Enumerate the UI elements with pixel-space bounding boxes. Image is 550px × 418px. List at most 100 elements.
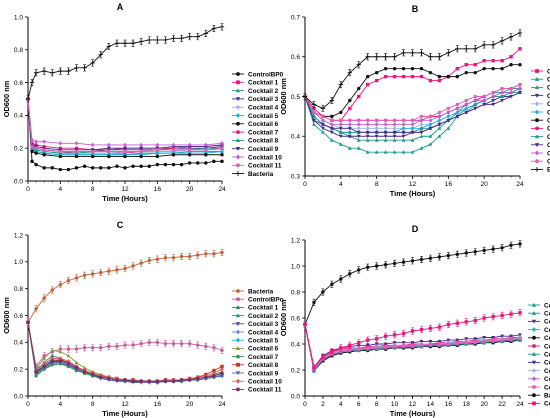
legend-marker	[532, 344, 536, 348]
panel-d: D0.00.20.40.60.81.01.20 2 4 6 8 10 12 14 16 18 20 2…	[279, 224, 550, 418]
data-point	[392, 150, 397, 154]
data-point	[356, 126, 361, 131]
legend-label: Cocktail 7	[248, 129, 279, 136]
data-point	[428, 339, 433, 344]
legend-entry: Cocktail 7	[232, 354, 279, 361]
series-line	[304, 32, 521, 109]
data-point	[374, 122, 379, 127]
data-point	[455, 106, 460, 111]
legend-marker	[236, 121, 240, 126]
series-line	[27, 98, 223, 151]
data-point	[42, 361, 47, 367]
legend-entry: Cocktail 4	[232, 105, 279, 112]
data-point	[195, 34, 200, 39]
legend-marker	[531, 376, 537, 382]
panel-title: B	[412, 4, 419, 14]
legend-label: Cocktail 5	[547, 109, 550, 116]
data-point	[220, 149, 224, 154]
data-point	[464, 98, 468, 103]
data-point	[29, 80, 35, 85]
data-point	[365, 130, 370, 135]
data-point	[42, 296, 46, 300]
x-tick-label: 24	[218, 186, 226, 193]
data-point	[347, 146, 352, 150]
data-point	[90, 272, 95, 276]
data-point	[347, 122, 352, 127]
legend-label: Cocktail 1	[547, 77, 550, 84]
data-point	[446, 106, 451, 111]
data-point	[401, 260, 406, 264]
legend-entry: Cocktail 2	[531, 85, 550, 92]
x-tick-label: 24	[218, 401, 226, 408]
data-point	[419, 146, 424, 150]
data-point	[365, 343, 370, 348]
data-point	[338, 126, 343, 131]
data-point	[204, 148, 208, 152]
legend-marker	[534, 109, 540, 115]
x-tick-label: 12	[409, 401, 417, 408]
data-point	[34, 162, 38, 167]
y-tick-label: 0.2	[14, 366, 23, 373]
data-point	[446, 50, 451, 55]
y-tick-label: 0.3	[291, 173, 300, 180]
data-point	[114, 41, 120, 46]
x-tick-label: 16	[154, 186, 162, 193]
data-point	[392, 118, 397, 123]
series-bacteria	[303, 240, 522, 328]
legend-label: Cocktail 5	[248, 338, 279, 345]
data-point	[455, 341, 459, 345]
data-point	[58, 154, 63, 159]
data-point	[203, 142, 208, 148]
data-point	[321, 355, 325, 359]
data-point	[107, 269, 111, 273]
series-cocktail-8	[26, 320, 224, 383]
data-point	[500, 338, 504, 342]
data-point	[42, 166, 46, 170]
data-point	[482, 59, 486, 63]
data-point	[131, 343, 135, 347]
legend-label: Cocktail 2	[547, 85, 550, 92]
legend-entry: Cocktail 1	[531, 77, 550, 84]
data-point	[139, 341, 143, 346]
data-point	[365, 54, 370, 59]
legend-entry: Cocktail 6	[232, 121, 279, 128]
data-point	[518, 337, 522, 341]
legend-label: Cocktail 3	[544, 319, 550, 326]
legend-marker	[235, 313, 241, 318]
data-point	[348, 272, 352, 276]
data-point	[383, 126, 388, 131]
data-point	[220, 250, 224, 255]
data-point	[58, 282, 63, 287]
data-point	[30, 149, 34, 154]
data-point	[446, 322, 451, 327]
data-point	[500, 94, 504, 99]
legend-label: Cocktail 11	[248, 163, 282, 170]
data-point	[401, 66, 406, 71]
data-point	[374, 78, 379, 83]
data-point	[374, 126, 379, 131]
y-tick-label: 1.0	[291, 263, 300, 270]
data-point	[58, 68, 63, 74]
data-point	[481, 42, 487, 48]
data-point	[90, 149, 95, 154]
data-point	[187, 254, 192, 259]
legend-entry: Cocktail 3	[232, 321, 279, 328]
data-point	[473, 250, 477, 254]
data-point	[147, 164, 151, 168]
data-point	[187, 341, 192, 346]
data-point	[338, 142, 343, 146]
data-point	[139, 154, 143, 159]
data-point	[50, 356, 55, 361]
legend-label: Cocktail 9	[544, 368, 550, 375]
data-point	[115, 164, 119, 168]
series-bacteria	[26, 248, 224, 326]
legend-label: Cocktail 1	[248, 305, 279, 312]
series-line	[27, 322, 223, 384]
data-point	[401, 74, 406, 79]
legend-label: Bacteria	[547, 167, 550, 174]
data-point	[171, 256, 176, 260]
data-point	[220, 366, 224, 372]
data-point	[171, 379, 176, 383]
x-axis-label: Time (Hours)	[102, 409, 148, 418]
data-point	[171, 142, 176, 148]
